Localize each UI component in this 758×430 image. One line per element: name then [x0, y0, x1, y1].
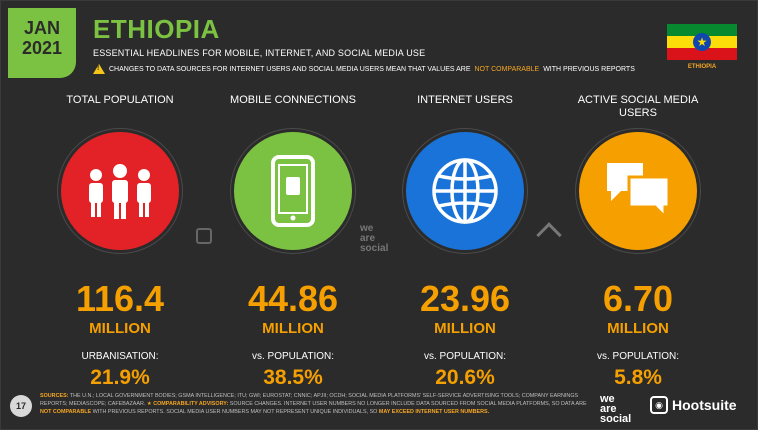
star-emblem-icon: ★: [693, 33, 711, 51]
comparability-warning: CHANGES TO DATA SOURCES FOR INTERNET USE…: [93, 64, 635, 74]
ethiopia-flag-icon: ★: [667, 24, 737, 60]
stat-sub-value: 20.6%: [435, 366, 495, 389]
internet-circle: [406, 132, 524, 250]
stat-sub-value: 38.5%: [263, 366, 323, 389]
hootsuite-watermark-icon: [196, 228, 212, 244]
mobile-circle: [234, 132, 352, 250]
stat-value: 44.86: [247, 278, 339, 319]
stat-unit: MILLION: [89, 320, 151, 337]
owl-icon: ◉: [650, 396, 668, 414]
stat-value: 23.96: [419, 278, 511, 319]
hootsuite-logo: ◉ Hootsuite: [650, 396, 737, 414]
people-icon: [89, 164, 151, 219]
stat-total-population: TOTAL POPULATION 116.4 MILLION URBANISAT…: [45, 94, 195, 390]
globe-icon: [432, 158, 498, 224]
stat-sub-label: URBANISATION:: [81, 351, 159, 362]
stat-active-social-media-users: ACTIVE SOCIAL MEDIA USERS 6.70 MILLION v…: [563, 94, 713, 390]
page-number: 17: [10, 395, 32, 417]
stat-label: INTERNET USERS: [417, 94, 513, 106]
page-subtitle: ESSENTIAL HEADLINES FOR MOBILE, INTERNET…: [93, 48, 426, 58]
mobile-phone-icon: [271, 155, 315, 227]
population-circle: [61, 132, 179, 250]
stat-unit: MILLION: [607, 320, 669, 337]
stat-sub-label: vs. POPULATION:: [423, 351, 507, 362]
stat-value: 6.70: [602, 278, 674, 319]
stat-sub-label: vs. POPULATION:: [251, 351, 335, 362]
month: JAN: [23, 18, 60, 38]
stat-internet-users: INTERNET USERS 23.96 MILLION vs. POPULAT…: [390, 94, 540, 390]
warning-text-highlight: NOT COMPARABLE: [474, 65, 540, 73]
we-are-social-watermark: we are social: [360, 223, 389, 254]
stat-label: TOTAL POPULATION: [66, 94, 174, 106]
year: 2021: [21, 38, 63, 58]
stat-sub-value: 21.9%: [90, 366, 150, 389]
social-circle: [579, 132, 697, 250]
we-are-social-logo: we are social: [600, 393, 632, 425]
chat-bubbles-icon: [607, 163, 671, 221]
stat-sub-label: vs. POPULATION:: [596, 351, 680, 362]
stat-sub-value: 5.8%: [614, 366, 662, 389]
stat-label: MOBILE CONNECTIONS: [230, 94, 356, 106]
flag-label: ETHIOPIA: [687, 64, 717, 70]
stat-unit: MILLION: [434, 320, 496, 337]
page-title: ETHIOPIA: [93, 14, 220, 44]
warning-text-post: WITH PREVIOUS REPORTS: [543, 65, 635, 73]
hootsuite-name: Hootsuite: [672, 397, 737, 413]
warning-icon: [93, 64, 105, 74]
stat-label: ACTIVE SOCIAL MEDIA USERS: [577, 94, 699, 119]
stat-value: 116.4: [75, 278, 165, 319]
warning-text-pre: CHANGES TO DATA SOURCES FOR INTERNET USE…: [109, 65, 471, 73]
stat-unit: MILLION: [262, 320, 324, 337]
stat-mobile-connections: MOBILE CONNECTIONS 44.86 MILLION vs. POP…: [218, 94, 368, 390]
date-badge: JAN 2021: [8, 8, 76, 78]
sources-text: SOURCES: THE U.N.; LOCAL GOVERNMENT BODI…: [40, 393, 587, 415]
